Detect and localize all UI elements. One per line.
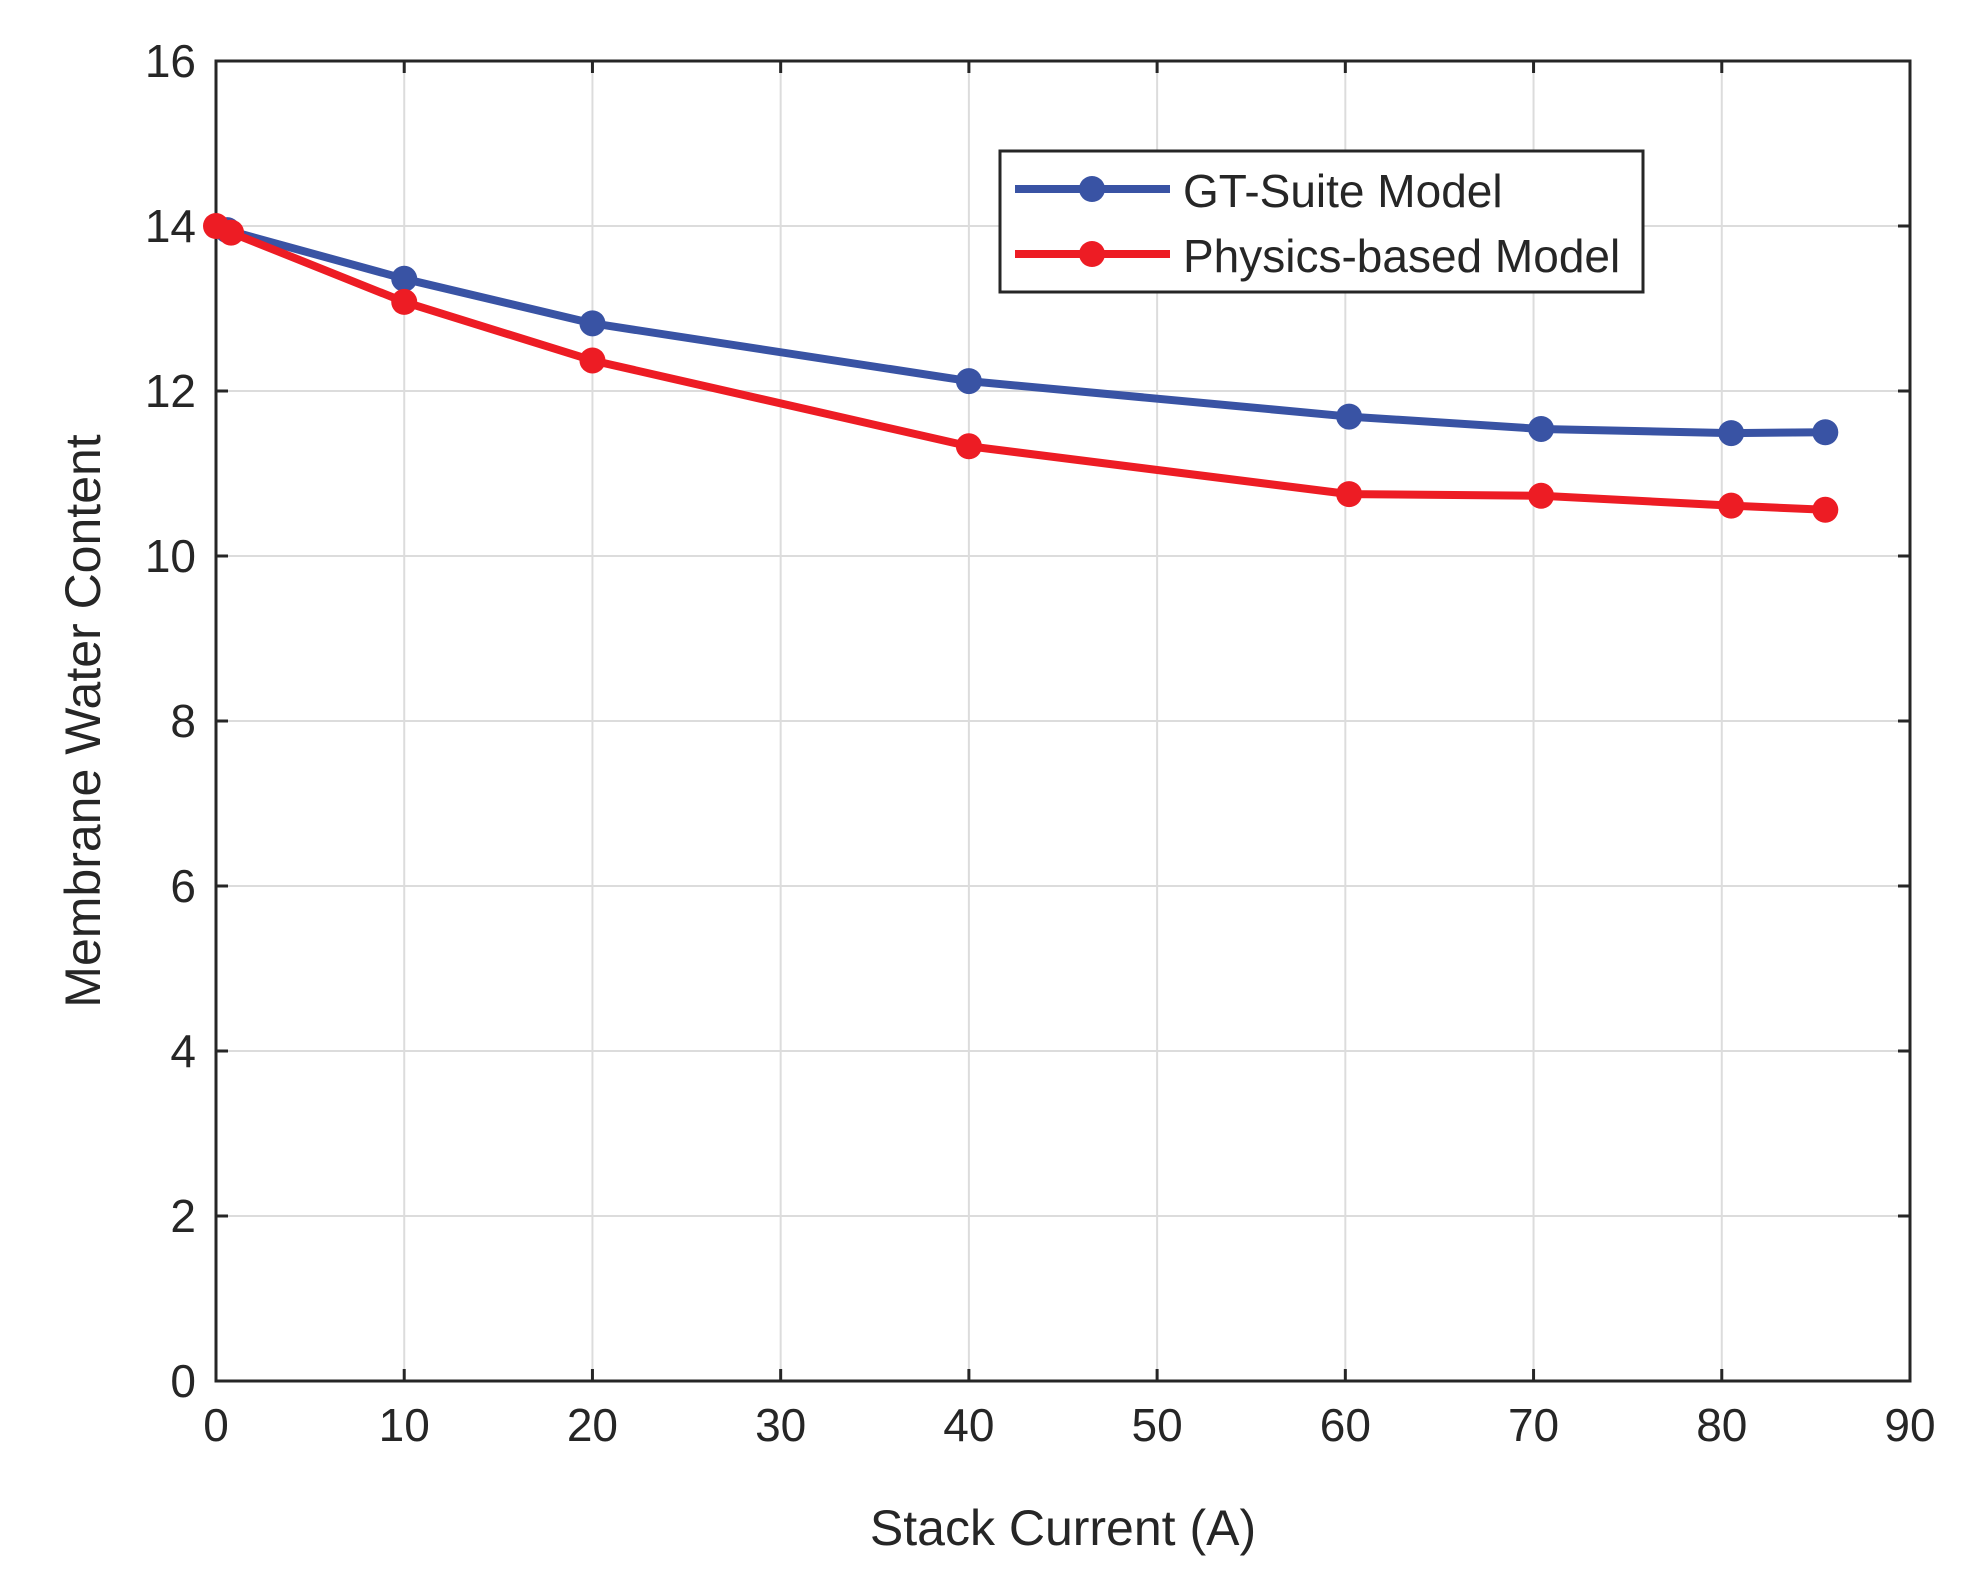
x-tick-label: 40 [943,1399,994,1451]
series-group [203,213,1839,523]
data-point-gt-suite [1528,415,1555,442]
y-tick-label: 16 [145,35,196,87]
ticks: 0 10 20 30 40 50 60 70 80 90 0 2 4 6 8 10 12 14 16 [145,35,1936,1451]
data-point-gt-suite [1336,403,1363,430]
data-point-gt-suite [1718,420,1745,447]
legend-marker-gt-suite [1079,176,1105,202]
y-tick-label: 6 [170,860,196,912]
legend-label-gt-suite: GT-Suite Model [1183,165,1503,217]
data-point-gt-suite [391,265,418,292]
data-point-gt-suite [955,368,982,395]
data-point-physics [1336,481,1363,508]
x-tick-label: 90 [1884,1399,1935,1451]
data-point-gt-suite [1812,419,1839,446]
y-tick-label: 4 [170,1025,196,1077]
data-point-physics [218,219,245,246]
data-point-gt-suite [579,310,606,337]
legend-label-physics: Physics-based Model [1183,230,1620,282]
series-line-gt-suite [226,226,1826,438]
y-tick-label: 0 [170,1355,196,1407]
x-tick-label: 0 [203,1399,229,1451]
x-tick-label: 30 [755,1399,806,1451]
data-point-physics [955,433,982,460]
x-tick-label: 70 [1508,1399,1559,1451]
data-point-physics [1718,492,1745,519]
y-tick-label: 8 [170,695,196,747]
legend-box [998,149,1645,294]
legend: GT-Suite Model Physics-based Model [998,149,1645,294]
legend-marker-physics [1079,241,1105,267]
y-tick-label: 10 [145,530,196,582]
data-point-physics [1812,496,1839,523]
y-tick-label: 12 [145,365,196,417]
axes-box [214,59,1912,1383]
y-axis-label: Membrane Water Content [55,434,111,1007]
data-point-physics [1528,482,1555,509]
x-tick-label: 10 [379,1399,430,1451]
data-point-physics [579,347,606,374]
x-tick-label: 20 [567,1399,618,1451]
x-tick-label: 50 [1132,1399,1183,1451]
x-axis-label: Stack Current (A) [870,1500,1256,1556]
y-tick-label: 14 [145,200,196,252]
x-tick-label: 80 [1696,1399,1747,1451]
x-tick-label: 60 [1320,1399,1371,1451]
data-point-physics [391,288,418,315]
y-tick-label: 2 [170,1190,196,1242]
